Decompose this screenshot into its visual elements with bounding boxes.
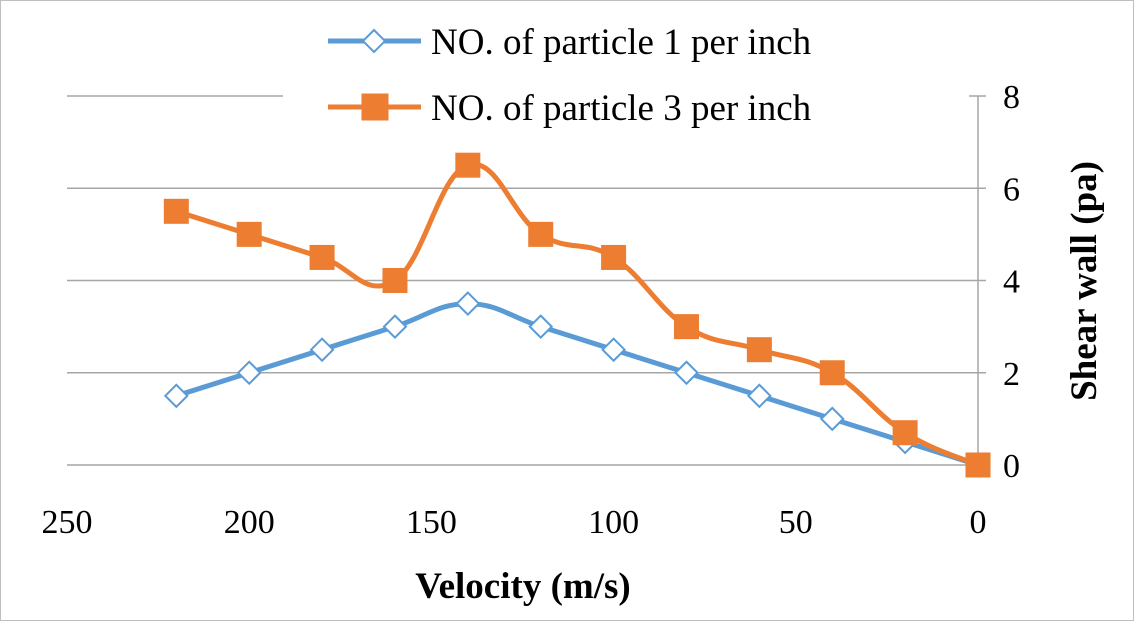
y-tick-label-1: 2	[1003, 356, 1020, 393]
data-point-1-5	[528, 221, 554, 247]
data-point-1-1	[236, 221, 262, 247]
data-point-0-5	[528, 314, 554, 340]
y-tick-label-0: 0	[1003, 448, 1020, 485]
data-point-0-6	[601, 337, 627, 363]
x-tick-label-1: 200	[224, 504, 275, 541]
legend-marker-0	[361, 28, 387, 54]
series-line-1	[173, 161, 981, 468]
y-tick-label-3: 6	[1003, 171, 1020, 208]
y-axis-title: Shear wall (pa)	[1064, 161, 1105, 401]
data-point-0-7	[674, 360, 699, 386]
data-point-0-0	[163, 383, 189, 409]
legend-label-1: NO. of particle 3 per inch	[431, 88, 812, 129]
x-tick-label-4: 50	[779, 504, 813, 541]
data-point-1-2	[309, 244, 335, 270]
series-markers	[163, 152, 991, 478]
x-tick-label-3: 100	[588, 504, 639, 541]
axes	[977, 95, 986, 466]
data-point-0-3	[382, 314, 408, 340]
x-tick-label-5: 0	[970, 504, 987, 541]
legend-label-0: NO. of particle 1 per inch	[431, 22, 812, 63]
x-tick-label-0: 250	[42, 504, 93, 541]
legend: NO. of particle 1 per inch NO. of particl…	[328, 22, 812, 129]
gridlines	[67, 95, 978, 466]
data-point-0-9	[819, 406, 845, 432]
data-point-1-7	[673, 314, 699, 340]
legend-marker-1	[361, 93, 389, 121]
series-line-0	[173, 301, 981, 468]
y-tick-label-4: 8	[1003, 79, 1020, 116]
data-point-1-6	[601, 244, 627, 270]
data-point-0-8	[746, 383, 772, 409]
data-point-0-4	[455, 291, 481, 316]
data-point-1-9	[819, 360, 845, 386]
x-axis-title: Velocity (m/s)	[415, 566, 630, 607]
legend-background	[283, 11, 969, 131]
data-point-0-1	[236, 360, 262, 386]
data-point-1-11	[965, 452, 991, 478]
data-point-1-4	[455, 152, 481, 178]
tick-labels: 0 2 4 6 8 250 200 150 100 50 0	[42, 79, 1021, 541]
data-point-1-3	[382, 268, 408, 293]
y-tick-label-2: 4	[1003, 264, 1020, 301]
series-lines	[173, 161, 981, 468]
data-point-1-8	[746, 337, 772, 363]
x-tick-label-2: 150	[406, 504, 457, 541]
data-point-0-2	[309, 337, 335, 363]
data-point-1-10	[892, 420, 918, 446]
data-point-1-0	[163, 198, 189, 224]
